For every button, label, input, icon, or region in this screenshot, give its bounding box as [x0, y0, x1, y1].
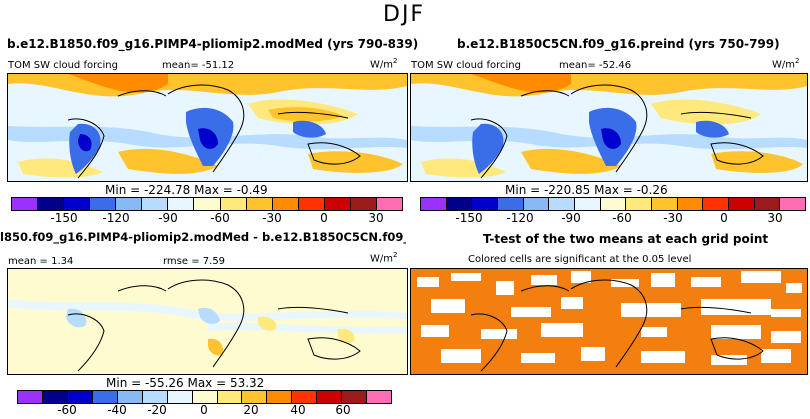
colorbar-bin-7 [167, 391, 193, 403]
colorbar-bin-14 [754, 198, 781, 210]
map-top-left-plot [8, 74, 407, 181]
colorbar-bin-1 [18, 391, 43, 403]
colorbar-bin-7 [168, 198, 195, 210]
mean-label-top-left: mean= -51.12 [162, 60, 235, 71]
colorbar-top-left [11, 197, 403, 211]
season-title: DJF [383, 2, 426, 27]
colorbar-top-right [420, 197, 806, 211]
colorbar-bin-6 [142, 391, 168, 403]
colorbar-bin-14 [350, 198, 377, 210]
map-top-right [410, 73, 808, 182]
colorbar-bin-11 [272, 198, 299, 210]
map-bottom-right-plot [411, 269, 807, 374]
tick-label: 0 [200, 403, 208, 417]
colorbar-bin-3 [67, 391, 93, 403]
colorbar-bin-3 [472, 198, 499, 210]
tick-label: 0 [320, 211, 328, 225]
tick-label: -90 [158, 211, 178, 225]
case-title-bottom-left: l850.f09_g16.PIMP4-pliomip2.modMed - b.e… [0, 230, 406, 244]
colorbar-bin-15 [367, 391, 392, 403]
colorbar-bin-5 [117, 391, 143, 403]
units-label-top-left: W/m2 [370, 57, 398, 71]
minmax-top-right: Min = -220.85 Max = -0.26 [505, 183, 668, 197]
colorbar-bin-9 [626, 198, 653, 210]
map-top-left [7, 73, 408, 182]
tick-label: 40 [290, 403, 306, 417]
colorbar-bottom-left [17, 390, 392, 404]
map-bottom-left-plot [8, 269, 407, 374]
case-title-top-right: b.e12.B1850C5CN.f09_g16.preind (yrs 750-… [457, 37, 780, 51]
tick-label: -90 [561, 211, 581, 225]
colorbar-bin-10 [652, 198, 678, 210]
colorbar-bin-12 [292, 391, 318, 403]
colorbar-bin-5 [116, 198, 143, 210]
mean-label-bottom-left: mean = 1.34 [8, 256, 74, 267]
tick-label: -30 [663, 211, 683, 225]
colorbar-bin-1 [12, 198, 39, 210]
colorbar-bin-7 [575, 198, 601, 210]
colorbar-bin-3 [64, 198, 91, 210]
case-title-bottom-right: T-test of the two means at each grid poi… [483, 232, 769, 246]
tick-label: 30 [767, 211, 783, 225]
colorbar-bin-10 [242, 391, 268, 403]
tick-label: -60 [210, 211, 230, 225]
colorbar-bin-15 [780, 198, 806, 210]
colorbar-bin-9 [217, 391, 243, 403]
tick-label: -20 [147, 403, 167, 417]
colorbar-bin-11 [677, 198, 704, 210]
colorbar-bin-8 [194, 198, 221, 210]
colorbar-bin-9 [220, 198, 247, 210]
tick-label: -120 [506, 211, 534, 225]
tick-label: 20 [243, 403, 259, 417]
colorbar-bin-4 [92, 391, 118, 403]
tick-label: 60 [335, 403, 351, 417]
tick-label: 30 [368, 211, 384, 225]
colorbar-bin-4 [498, 198, 524, 210]
colorbar-bin-10 [246, 198, 273, 210]
case-title-top-left: b.e12.B1850.f09_g16.PIMP4-pliomip2.modMe… [7, 37, 419, 51]
rmse-label-bottom-left: rmse = 7.59 [163, 256, 226, 267]
map-bottom-right [410, 268, 808, 375]
tick-label: 0 [720, 211, 728, 225]
colorbar-bin-13 [317, 391, 343, 403]
colorbar-bin-14 [342, 391, 368, 403]
colorbar-bin-13 [324, 198, 351, 210]
tick-label: -150 [50, 211, 78, 225]
colorbar-bin-8 [192, 391, 218, 403]
map-top-right-plot [411, 74, 807, 181]
tick-label: -40 [107, 403, 127, 417]
colorbar-bin-6 [142, 198, 169, 210]
colorbar-bin-11 [267, 391, 293, 403]
tick-label: -30 [262, 211, 282, 225]
colorbar-bin-6 [549, 198, 576, 210]
colorbar-bin-13 [729, 198, 755, 210]
tick-label: -120 [102, 211, 130, 225]
minmax-top-left: Min = -224.78 Max = -0.49 [105, 183, 268, 197]
colorbar-bin-1 [421, 198, 447, 210]
minmax-bottom-left: Min = -55.26 Max = 53.32 [106, 376, 265, 390]
tick-label: -150 [455, 211, 483, 225]
colorbar-bin-5 [523, 198, 550, 210]
tick-label: -60 [612, 211, 632, 225]
tick-label: -60 [57, 403, 77, 417]
colorbar-bin-12 [298, 198, 325, 210]
units-label-top-right: W/m2 [772, 57, 800, 71]
colorbar-bin-4 [90, 198, 117, 210]
colorbar-bin-2 [42, 391, 68, 403]
colorbar-bin-12 [703, 198, 730, 210]
colorbar-bin-2 [38, 198, 65, 210]
ttest-subtitle: Colored cells are significant at the 0.0… [468, 254, 692, 265]
colorbar-bin-15 [376, 198, 402, 210]
mean-label-top-right: mean= -52.46 [559, 60, 632, 71]
variable-label-top-right: TOM SW cloud forcing [411, 60, 521, 71]
units-label-bottom-left: W/m2 [370, 251, 398, 265]
colorbar-bin-2 [446, 198, 473, 210]
map-bottom-left [7, 268, 408, 375]
colorbar-bin-8 [600, 198, 627, 210]
variable-label-top-left: TOM SW cloud forcing [8, 60, 118, 71]
